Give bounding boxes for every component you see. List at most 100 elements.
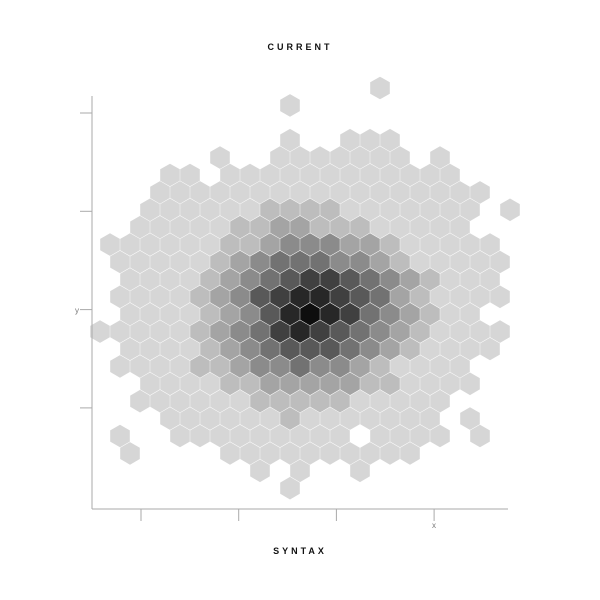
hex-bin <box>180 302 200 326</box>
chart-title: CURRENT <box>267 42 333 52</box>
hex-bin <box>260 372 280 396</box>
hex-bin <box>130 389 150 413</box>
hex-bin <box>390 320 410 343</box>
hex-bin <box>350 181 370 204</box>
hex-bin <box>210 215 230 239</box>
hex-bin <box>370 389 390 413</box>
hex-bin <box>300 442 320 465</box>
hex-bin <box>260 233 280 256</box>
hex-bin <box>300 163 320 187</box>
hex-bin <box>310 389 330 413</box>
hex-bin <box>150 355 170 378</box>
hex-bin <box>350 355 370 378</box>
hex-bin <box>340 302 360 326</box>
hex-bin <box>360 268 380 291</box>
hex-bin <box>220 268 240 291</box>
hex-bin <box>120 233 140 256</box>
hex-bin <box>360 442 380 465</box>
hex-bin <box>330 355 350 378</box>
hex-bin <box>220 163 240 187</box>
hex-bin <box>300 337 320 361</box>
hex-bin <box>340 442 360 465</box>
hex-bin <box>130 285 150 309</box>
hex-bin <box>360 233 380 256</box>
hex-bin <box>420 407 440 430</box>
hex-bin <box>430 285 450 309</box>
hex-bin <box>330 250 350 274</box>
hex-bin <box>110 250 130 274</box>
hex-bin <box>270 146 290 169</box>
hex-bin <box>190 355 210 378</box>
hex-bin <box>190 215 210 239</box>
hex-bin <box>320 198 340 222</box>
hex-bin <box>300 198 320 222</box>
hex-bin <box>350 215 370 239</box>
hex-bin <box>450 355 470 378</box>
hex-bin <box>370 250 390 274</box>
hex-bin <box>220 302 240 326</box>
hex-bin <box>300 302 320 326</box>
hex-bin <box>410 215 430 239</box>
hex-bin <box>270 181 290 204</box>
hex-bin <box>350 146 370 169</box>
hex-bin <box>160 198 180 222</box>
hex-bin <box>170 355 190 378</box>
hex-bin <box>350 320 370 343</box>
hex-bin <box>410 250 430 274</box>
hex-bin <box>220 198 240 222</box>
hex-bin <box>260 302 280 326</box>
hex-bin <box>140 337 160 361</box>
hex-bin <box>170 424 190 448</box>
hex-bin <box>460 407 480 430</box>
hex-bin <box>260 337 280 361</box>
hex-bin <box>380 372 400 396</box>
hex-bin <box>360 128 380 152</box>
hex-bin <box>250 459 270 483</box>
hex-bin <box>210 250 230 274</box>
hex-bin <box>470 320 490 343</box>
hex-bin <box>280 442 300 465</box>
hex-bin <box>280 337 300 361</box>
hex-bin <box>210 146 230 169</box>
hex-bin <box>220 407 240 430</box>
hex-bin <box>230 285 250 309</box>
hex-bin <box>220 442 240 465</box>
hex-bin <box>390 424 410 448</box>
hex-bin <box>300 407 320 430</box>
hex-bin <box>240 198 260 222</box>
hex-bin <box>380 337 400 361</box>
hex-bin <box>180 268 200 291</box>
hex-bin <box>340 128 360 152</box>
hex-bin <box>270 355 290 378</box>
hex-bin <box>290 355 310 378</box>
hex-bin <box>240 302 260 326</box>
hex-bin <box>460 372 480 396</box>
hex-bin <box>170 389 190 413</box>
hex-bin <box>290 285 310 309</box>
hex-bin <box>440 163 460 187</box>
hex-bin <box>310 285 330 309</box>
hex-bin <box>300 372 320 396</box>
hex-bin <box>470 181 490 204</box>
hex-bin <box>440 337 460 361</box>
hex-bin <box>370 146 390 169</box>
hex-bin <box>460 198 480 222</box>
hex-bin <box>210 355 230 378</box>
hex-bin <box>370 320 390 343</box>
hex-bin <box>270 389 290 413</box>
hex-bin <box>320 163 340 187</box>
hex-bin <box>480 233 500 256</box>
hex-bin <box>270 320 290 343</box>
hex-bin <box>450 250 470 274</box>
hex-bin <box>400 407 420 430</box>
x-axis-label: x <box>432 521 436 530</box>
hex-bin <box>390 250 410 274</box>
hex-bin <box>150 181 170 204</box>
hex-bin <box>320 302 340 326</box>
hex-bin <box>250 215 270 239</box>
hex-bin <box>290 459 310 483</box>
hex-bin <box>280 94 300 117</box>
hex-bin <box>260 407 280 430</box>
hex-bin <box>340 198 360 222</box>
hex-bin <box>250 355 270 378</box>
